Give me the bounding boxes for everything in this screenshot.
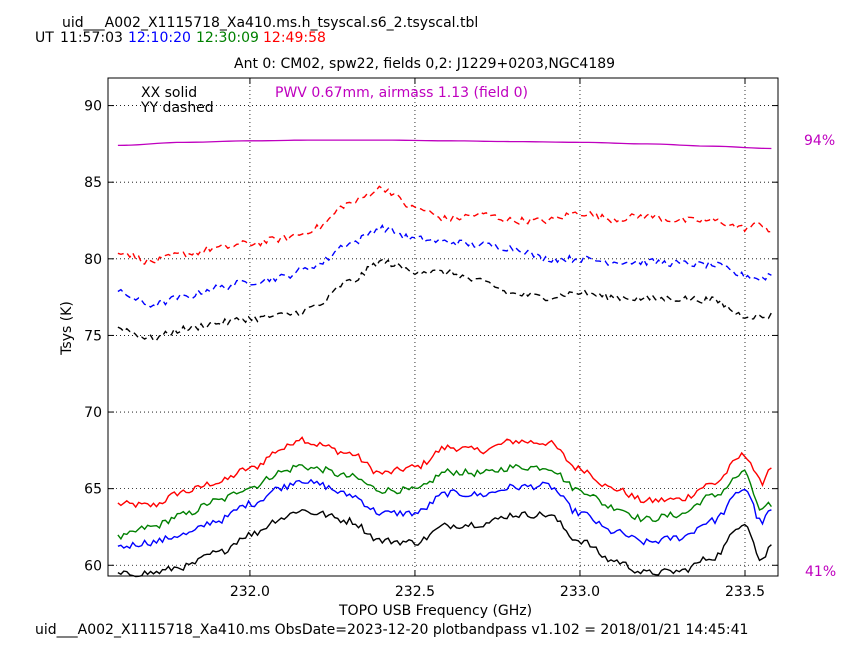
header-time-2: 12:10:20 (128, 30, 191, 46)
transmission-layer (117, 139, 772, 150)
xx-series-1 (117, 463, 772, 541)
legend-yy: YY dashed (141, 100, 214, 116)
header-time-1: 11:57:03 (60, 30, 123, 46)
y-tick-label: 80 (84, 252, 102, 268)
yy-series-5 (117, 224, 772, 308)
transmission-bottom-label: 41% (805, 564, 837, 580)
transmission-top-label: 94% (804, 133, 836, 149)
y-tick-label: 75 (84, 328, 102, 344)
x-axis-label: TOPO USB Frequency (GHz) (339, 603, 533, 619)
header-time-3: 12:30:09 (196, 30, 259, 46)
transmission-curve (117, 139, 772, 150)
pwv-annotation: PWV 0.67mm, airmass 1.13 (field 0) (275, 85, 529, 101)
plot-frame (107, 77, 779, 577)
y-axis-label: Tsys (K) (59, 301, 75, 355)
x-tick-label: 233.0 (560, 584, 600, 600)
header-filename: uid___A002_X1115718_Xa410.ms.h_tsyscal.s… (62, 15, 479, 31)
x-tick-label: 232.0 (230, 584, 270, 600)
grid-layer (108, 78, 778, 576)
header-time-4: 12:49:58 (263, 30, 326, 46)
y-tick-label: 60 (84, 558, 102, 574)
series-layer (117, 185, 773, 578)
xx-series-0 (117, 436, 772, 509)
xx-series-3 (117, 508, 772, 578)
x-tick-label: 232.5 (395, 584, 435, 600)
chart-title: Ant 0: CM02, spw22, fields 0,2: J1229+02… (234, 56, 616, 72)
xx-series-2 (117, 478, 772, 550)
y-tick-label: 85 (84, 175, 102, 191)
y-tick-label: 65 (84, 482, 102, 498)
legend-xx: XX solid (141, 85, 198, 101)
tick-layer: 232.0 232.5 233.0 233.5 60 65 70 75 80 85 90 (84, 78, 778, 600)
y-tick-label: 70 (84, 405, 102, 421)
header-ut-label: UT (35, 30, 54, 46)
yy-series-6 (117, 258, 773, 342)
yy-series-4 (117, 185, 772, 265)
footer-text: uid___A002_X1115718_Xa410.ms ObsDate=202… (35, 622, 749, 638)
y-tick-label: 90 (84, 99, 102, 115)
x-tick-label: 233.5 (725, 584, 765, 600)
